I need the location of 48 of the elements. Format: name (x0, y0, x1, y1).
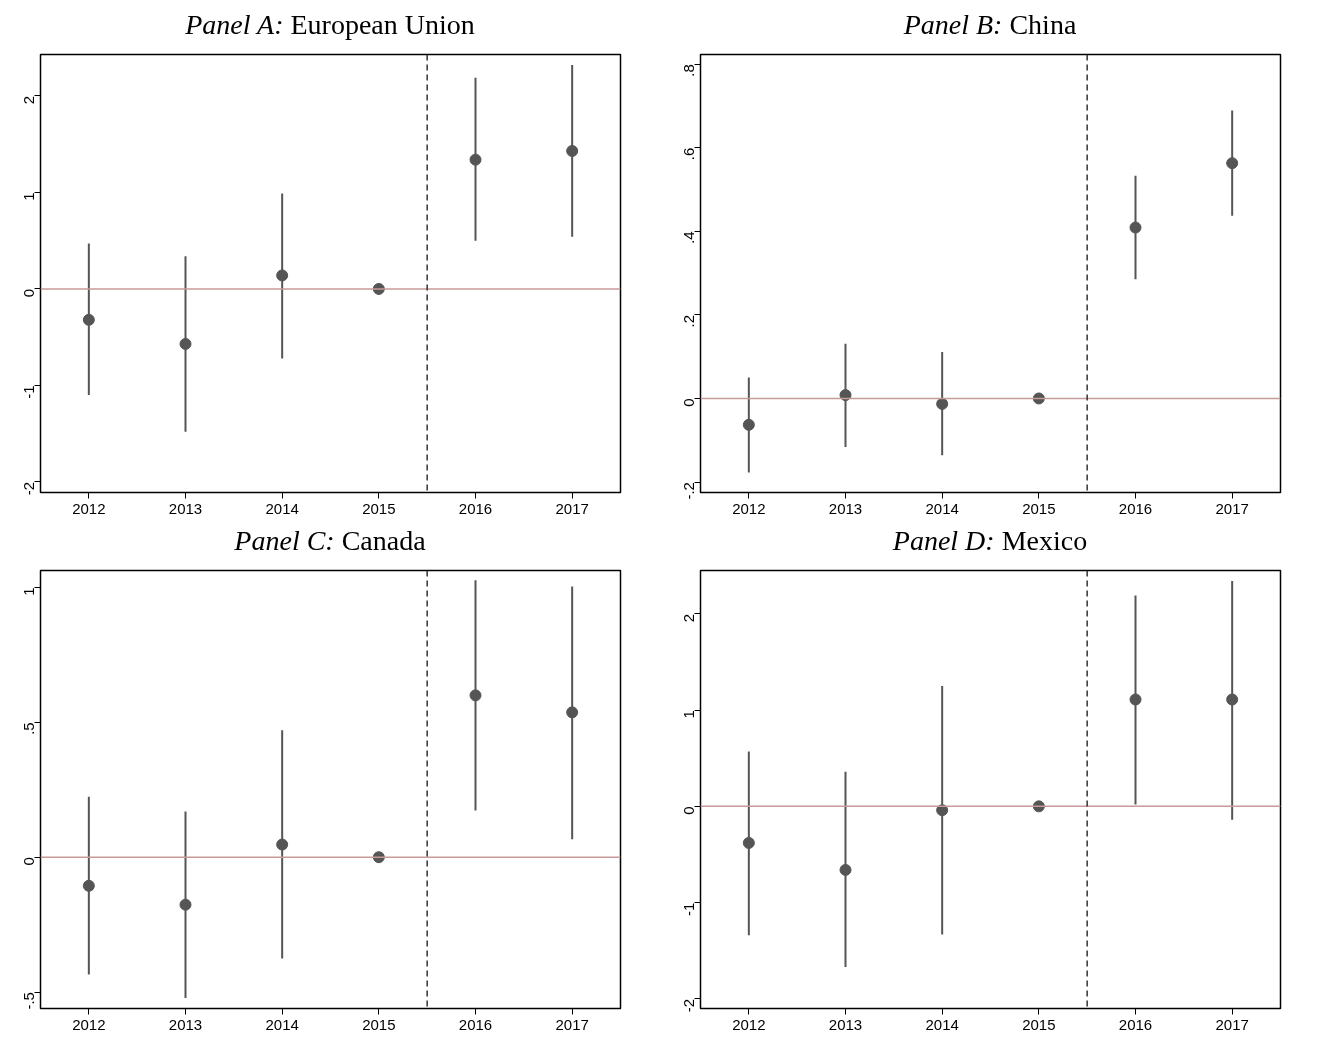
y-tick-label: 2 (680, 613, 698, 623)
x-tick-label: 2013 (828, 499, 863, 517)
x-tick-label: 2017 (555, 1015, 589, 1033)
x-tick-label: 2014 (925, 1015, 959, 1033)
y-tick-label: 1 (20, 192, 38, 201)
y-tick-label: 0 (20, 288, 38, 298)
y-tick-label: -.5 (20, 992, 38, 1010)
x-tick-label: 2016 (458, 499, 493, 517)
x-tick-label: 2016 (1118, 499, 1153, 517)
y-tick-label: 1 (680, 710, 698, 719)
x-tick-label: 2015 (1022, 1015, 1056, 1033)
x-tick-label: 2015 (362, 1015, 396, 1033)
chart-title: Panel C: Canada (234, 524, 426, 558)
y-tick-label: 2 (20, 95, 38, 105)
x-tick-label: 2014 (265, 1015, 299, 1033)
chart-title: Panel D: Mexico (892, 524, 1088, 558)
x-tick-label: 2012 (732, 1015, 766, 1033)
chart-title: Panel A: European Union (185, 8, 475, 42)
chart-title: Panel B: China (903, 8, 1077, 42)
x-tick-label: 2015 (1022, 499, 1056, 517)
y-tick-label: -1 (20, 385, 38, 399)
y-tick-label: .6 (680, 147, 698, 161)
x-tick-label: 2012 (72, 1015, 106, 1033)
y-tick-label: -2 (20, 481, 38, 496)
x-tick-label: 2013 (828, 1015, 863, 1033)
x-tick-label: 2015 (362, 499, 396, 517)
y-tick-label: .8 (680, 64, 698, 77)
y-tick-label: -.2 (680, 482, 698, 500)
x-tick-label: 2016 (1118, 1015, 1153, 1033)
y-tick-label: 0 (680, 398, 698, 407)
x-tick-label: 2013 (168, 499, 203, 517)
y-tick-label: 1 (20, 587, 38, 596)
x-tick-label: 2013 (168, 1015, 203, 1033)
x-tick-label: 2016 (458, 1015, 493, 1033)
x-tick-label: 2017 (1215, 499, 1249, 517)
x-tick-label: 2012 (72, 499, 106, 517)
x-tick-label: 2017 (555, 499, 589, 517)
x-tick-label: 2014 (265, 499, 299, 517)
y-tick-label: -1 (680, 902, 698, 916)
y-tick-label: -2 (680, 998, 698, 1013)
x-tick-label: 2017 (1215, 1015, 1249, 1033)
y-tick-label: .4 (680, 231, 698, 244)
x-tick-label: 2014 (925, 499, 959, 517)
y-tick-label: 0 (20, 857, 38, 866)
x-tick-label: 2012 (732, 499, 766, 517)
y-tick-label: 0 (680, 806, 698, 815)
y-tick-label: .2 (680, 314, 698, 328)
y-tick-label: .5 (20, 722, 38, 735)
